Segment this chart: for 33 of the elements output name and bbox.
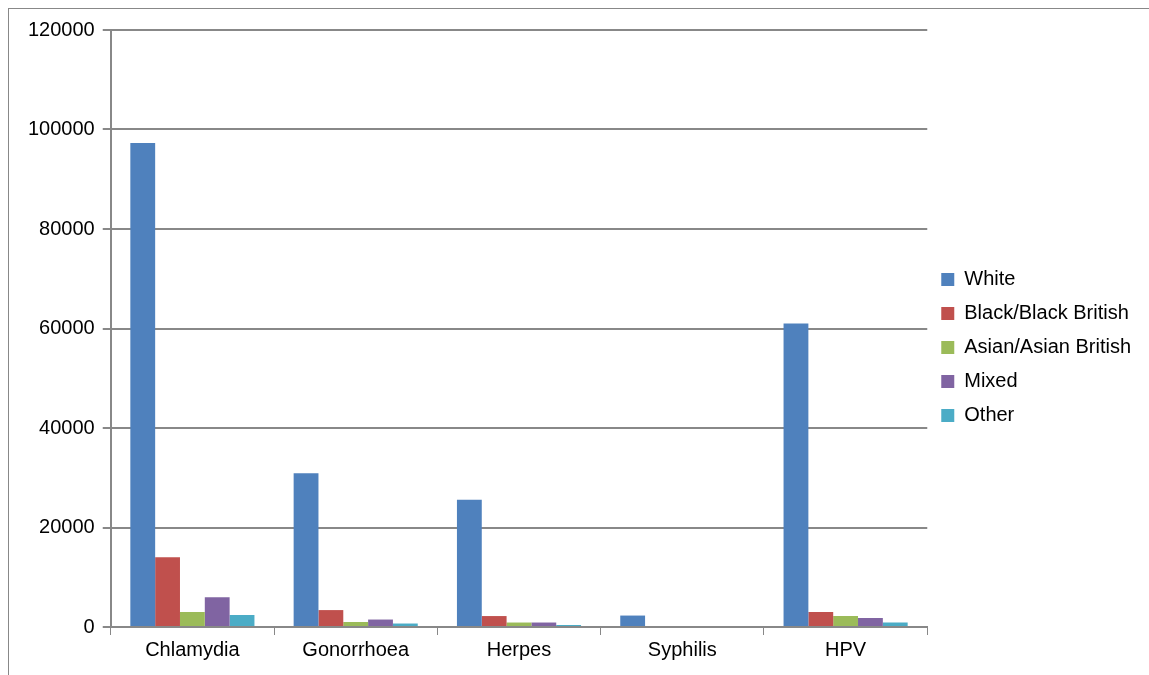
bar — [808, 612, 834, 626]
bar — [783, 323, 809, 626]
bar — [130, 142, 156, 626]
x-tick-label: HPV — [825, 637, 867, 660]
bar — [229, 615, 255, 626]
bar — [293, 473, 319, 626]
x-tick-label: Syphilis — [647, 637, 717, 660]
y-tick-label: 40000 — [39, 415, 95, 438]
bar — [318, 610, 344, 626]
x-tick-label: Gonorrhoea — [302, 637, 410, 660]
y-tick-label: 20000 — [39, 515, 95, 538]
y-tick-label: 0 — [83, 614, 95, 637]
y-tick-label: 80000 — [39, 216, 95, 239]
bar — [481, 616, 507, 626]
bar — [833, 616, 859, 626]
x-tick-label: Herpes — [486, 637, 552, 660]
bar — [343, 622, 369, 626]
x-tick-label: Chlamydia — [145, 637, 241, 660]
bar — [204, 597, 230, 626]
bar — [368, 619, 393, 626]
legend-label: Mixed — [964, 369, 1018, 392]
bar — [155, 557, 180, 626]
bar — [858, 618, 883, 626]
y-tick-label: 100000 — [27, 117, 95, 140]
legend-label: White — [964, 267, 1016, 290]
legend-label: Other — [964, 403, 1015, 426]
y-tick-label: 60000 — [39, 316, 95, 339]
legend-label: Black/Black British — [964, 301, 1129, 324]
bar — [456, 499, 482, 626]
bar — [179, 612, 205, 626]
y-tick-label: 120000 — [27, 17, 95, 40]
legend-label: Asian/Asian British — [964, 335, 1132, 358]
bar — [620, 615, 646, 626]
